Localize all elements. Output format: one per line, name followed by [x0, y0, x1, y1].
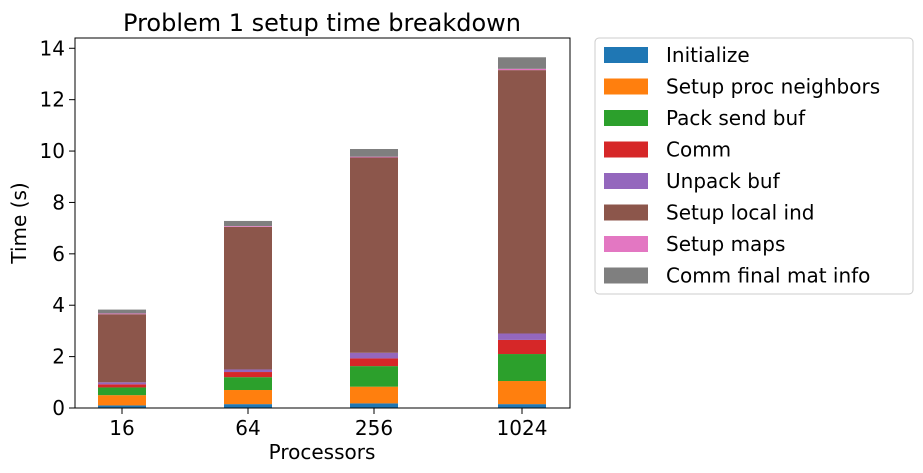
bar-segment-unpack-buf-1024 — [498, 333, 546, 340]
y-tick-label: 4 — [52, 293, 65, 317]
x-axis-title: Processors — [269, 440, 376, 464]
legend-swatch — [604, 173, 648, 189]
bar-segment-setup-proc-neighbors-16 — [98, 395, 146, 406]
legend-label: Pack send buf — [666, 106, 806, 130]
bar-segment-setup-maps-256 — [350, 156, 398, 158]
bar-segment-setup-proc-neighbors-1024 — [498, 381, 546, 405]
bar-segment-setup-maps-64 — [224, 226, 272, 227]
bar-segment-pack-send-buf-64 — [224, 377, 272, 391]
legend-swatch — [604, 204, 648, 221]
bar-segment-setup-maps-16 — [98, 313, 146, 315]
bar-segment-comm-final-mat-info-16 — [98, 309, 146, 314]
x-axis: 16 64 256 1024 — [109, 408, 547, 440]
bar-segment-comm-16 — [98, 384, 146, 388]
bar-segment-comm-64 — [224, 372, 272, 378]
bar-segment-pack-send-buf-1024 — [498, 354, 546, 382]
x-tick-label: 64 — [235, 416, 260, 440]
bar-segment-comm-1024 — [498, 339, 546, 355]
y-tick-label: 6 — [52, 242, 65, 266]
bar-segment-comm-final-mat-info-64 — [224, 220, 272, 227]
legend-frame — [594, 37, 914, 295]
y-tick-label: 2 — [52, 345, 65, 369]
bar-segment-setup-proc-neighbors-256 — [350, 386, 398, 404]
y-axis-title: Time (s) — [7, 182, 31, 264]
bar-segment-comm-final-mat-info-1024 — [498, 57, 546, 69]
bar-segment-initialize-256 — [350, 403, 398, 408]
bar-segment-initialize-64 — [224, 404, 272, 408]
legend-label: Initialize — [666, 43, 750, 67]
x-tick-label: 256 — [355, 416, 393, 440]
x-tick-label: 16 — [109, 416, 134, 440]
legend-label: Setup maps — [666, 232, 785, 256]
y-tick-label: 12 — [40, 88, 65, 112]
bar-segment-unpack-buf-16 — [98, 382, 146, 385]
x-tick-label: 1024 — [497, 416, 548, 440]
legend-label: Setup local ind — [666, 201, 814, 225]
bar-segment-pack-send-buf-16 — [98, 387, 146, 396]
bar-segment-comm-final-mat-info-256 — [350, 149, 398, 157]
bar-segment-setup-local-ind-64 — [224, 226, 272, 370]
y-tick-label: 10 — [40, 139, 65, 163]
legend-swatch — [604, 78, 648, 95]
y-tick-label: 8 — [52, 190, 65, 214]
plot-frame — [74, 37, 571, 409]
legend-swatch — [604, 47, 648, 63]
chart-title: Problem 1 setup time breakdown — [123, 9, 521, 37]
legend-items: Initialize Setup proc neighbors Pack send … — [604, 43, 880, 288]
legend-swatch — [604, 236, 648, 252]
legend-swatch — [604, 141, 648, 158]
bar-segment-pack-send-buf-256 — [350, 366, 398, 387]
bar-segment-initialize-1024 — [498, 404, 546, 408]
bar-segment-unpack-buf-64 — [224, 369, 272, 373]
legend-swatch — [604, 110, 648, 126]
bar-segment-setup-proc-neighbors-64 — [224, 390, 272, 405]
bar-segment-initialize-16 — [98, 405, 146, 408]
bar-segment-setup-local-ind-16 — [98, 314, 146, 383]
legend: Initialize Setup proc neighbors Pack send … — [594, 37, 914, 295]
legend-label: Comm final mat info — [666, 264, 870, 288]
y-axis: 0 2 4 6 8 10 12 14 — [40, 36, 75, 420]
bars-group — [98, 57, 546, 408]
bar-segment-setup-local-ind-256 — [350, 157, 398, 353]
bar-segment-comm-256 — [350, 358, 398, 367]
bar-segment-setup-maps-1024 — [498, 68, 546, 71]
y-tick-label: 14 — [40, 36, 65, 60]
legend-label: Unpack buf — [666, 169, 781, 193]
legend-label: Setup proc neighbors — [666, 75, 880, 99]
bar-segment-unpack-buf-256 — [350, 352, 398, 359]
legend-label: Comm — [666, 138, 731, 162]
y-tick-label: 0 — [52, 396, 65, 420]
legend-swatch — [604, 267, 648, 284]
bar-segment-setup-local-ind-1024 — [498, 70, 546, 334]
